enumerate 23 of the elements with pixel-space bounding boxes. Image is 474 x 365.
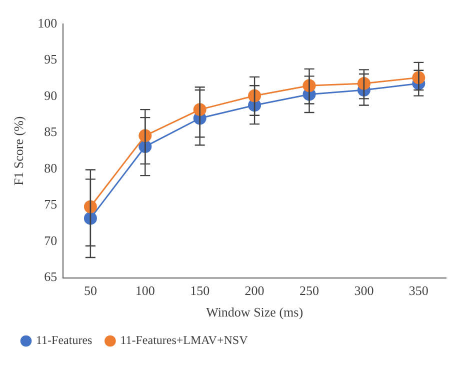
x-tick-label: 150 bbox=[190, 283, 210, 298]
x-axis-title: Window Size (ms) bbox=[206, 304, 304, 320]
y-axis-title: F1 Score (%) bbox=[11, 116, 26, 186]
y-tick-label: 70 bbox=[44, 232, 58, 248]
x-tick-label: 250 bbox=[300, 283, 319, 298]
point bbox=[84, 200, 97, 214]
y-tick-label: 75 bbox=[44, 196, 58, 212]
point bbox=[248, 89, 262, 102]
point bbox=[193, 103, 206, 116]
x-tick-label: 350 bbox=[408, 283, 428, 298]
y-tick-label: 95 bbox=[44, 52, 58, 67]
x-tick-label: 100 bbox=[135, 283, 155, 298]
x-tick-label: 50 bbox=[84, 283, 97, 298]
point bbox=[357, 76, 370, 90]
y-tick-label: 65 bbox=[44, 269, 58, 284]
y-tick-label: 85 bbox=[44, 124, 58, 140]
x-tick-label: 300 bbox=[354, 283, 374, 298]
y-tick-label: 90 bbox=[44, 88, 58, 103]
legend-label: 11-Features bbox=[36, 333, 93, 348]
x-tick-label: 200 bbox=[244, 283, 264, 298]
legend-label: 11-Features+LMAV+NSV bbox=[120, 333, 248, 348]
y-tick-label: 80 bbox=[44, 160, 58, 176]
y-tick-label: 100 bbox=[38, 15, 58, 30]
